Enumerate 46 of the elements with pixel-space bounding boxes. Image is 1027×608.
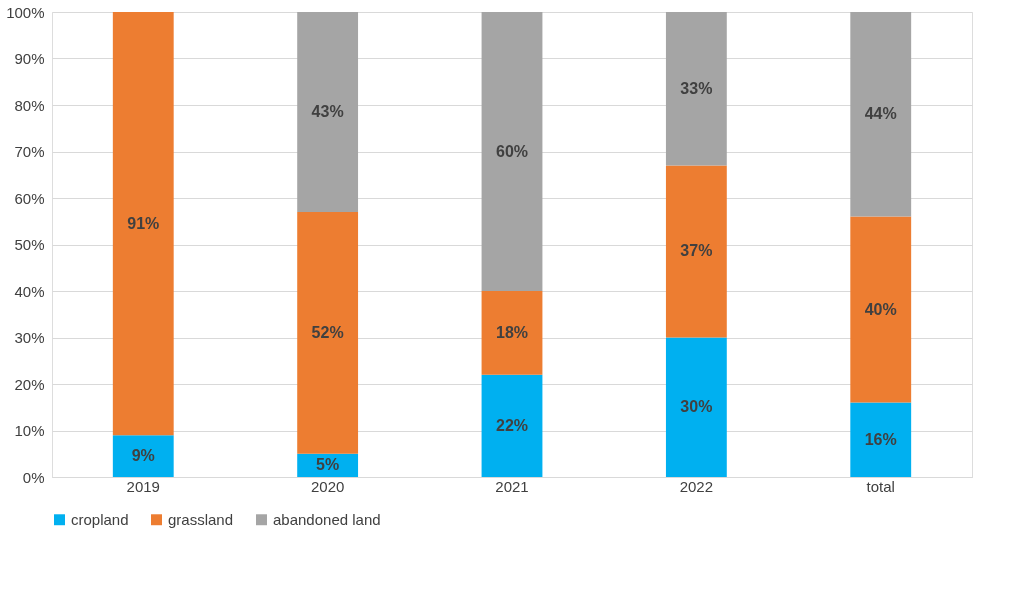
x-tick-label: 2021 xyxy=(495,477,529,495)
data-label: 91% xyxy=(127,214,160,232)
x-tick-label: 2020 xyxy=(310,477,345,495)
y-tick-label: 50% xyxy=(14,236,45,253)
data-label: 33% xyxy=(680,79,713,97)
x-tick-label: total xyxy=(866,477,895,495)
bar xyxy=(665,337,727,477)
y-tick-label: 70% xyxy=(14,143,45,160)
bar xyxy=(481,374,543,477)
bar xyxy=(665,165,727,338)
data-label: 22% xyxy=(495,416,529,434)
y-tick-label: 20% xyxy=(14,375,45,393)
y-tick-label: 80% xyxy=(14,96,45,114)
bar xyxy=(297,211,359,454)
bar xyxy=(481,291,543,375)
bar xyxy=(665,12,727,166)
x-tick-label: 2022 xyxy=(679,477,714,495)
data-label: 30% xyxy=(680,398,713,416)
data-label: 60% xyxy=(495,142,529,160)
data-label: 5% xyxy=(316,456,340,474)
bar xyxy=(850,12,912,217)
data-label: 44% xyxy=(864,105,897,123)
x-tick-label: 2019 xyxy=(126,477,160,495)
y-tick-label: 0% xyxy=(22,468,45,486)
bar xyxy=(850,402,912,477)
data-label: 18% xyxy=(495,323,529,341)
bar xyxy=(850,216,912,403)
data-label: 16% xyxy=(864,430,897,448)
legend-label: abandoned land xyxy=(273,510,381,528)
bar xyxy=(481,12,543,291)
bar xyxy=(297,12,359,212)
y-tick-label: 90% xyxy=(14,50,45,67)
legend-label: grassland xyxy=(168,510,234,528)
data-label: 37% xyxy=(680,242,713,260)
data-label: 43% xyxy=(311,102,344,120)
y-tick-label: 10% xyxy=(14,422,45,439)
bar xyxy=(112,435,174,477)
y-tick-label: 60% xyxy=(14,189,45,207)
y-tick-label: 40% xyxy=(14,282,45,300)
data-label: 40% xyxy=(864,300,897,318)
data-label: 52% xyxy=(311,323,344,341)
data-label: 9% xyxy=(131,447,155,465)
bar xyxy=(112,12,174,436)
y-tick-label: 100% xyxy=(6,3,45,21)
legend-label: cropland xyxy=(71,510,129,528)
y-tick-label: 30% xyxy=(14,329,45,346)
